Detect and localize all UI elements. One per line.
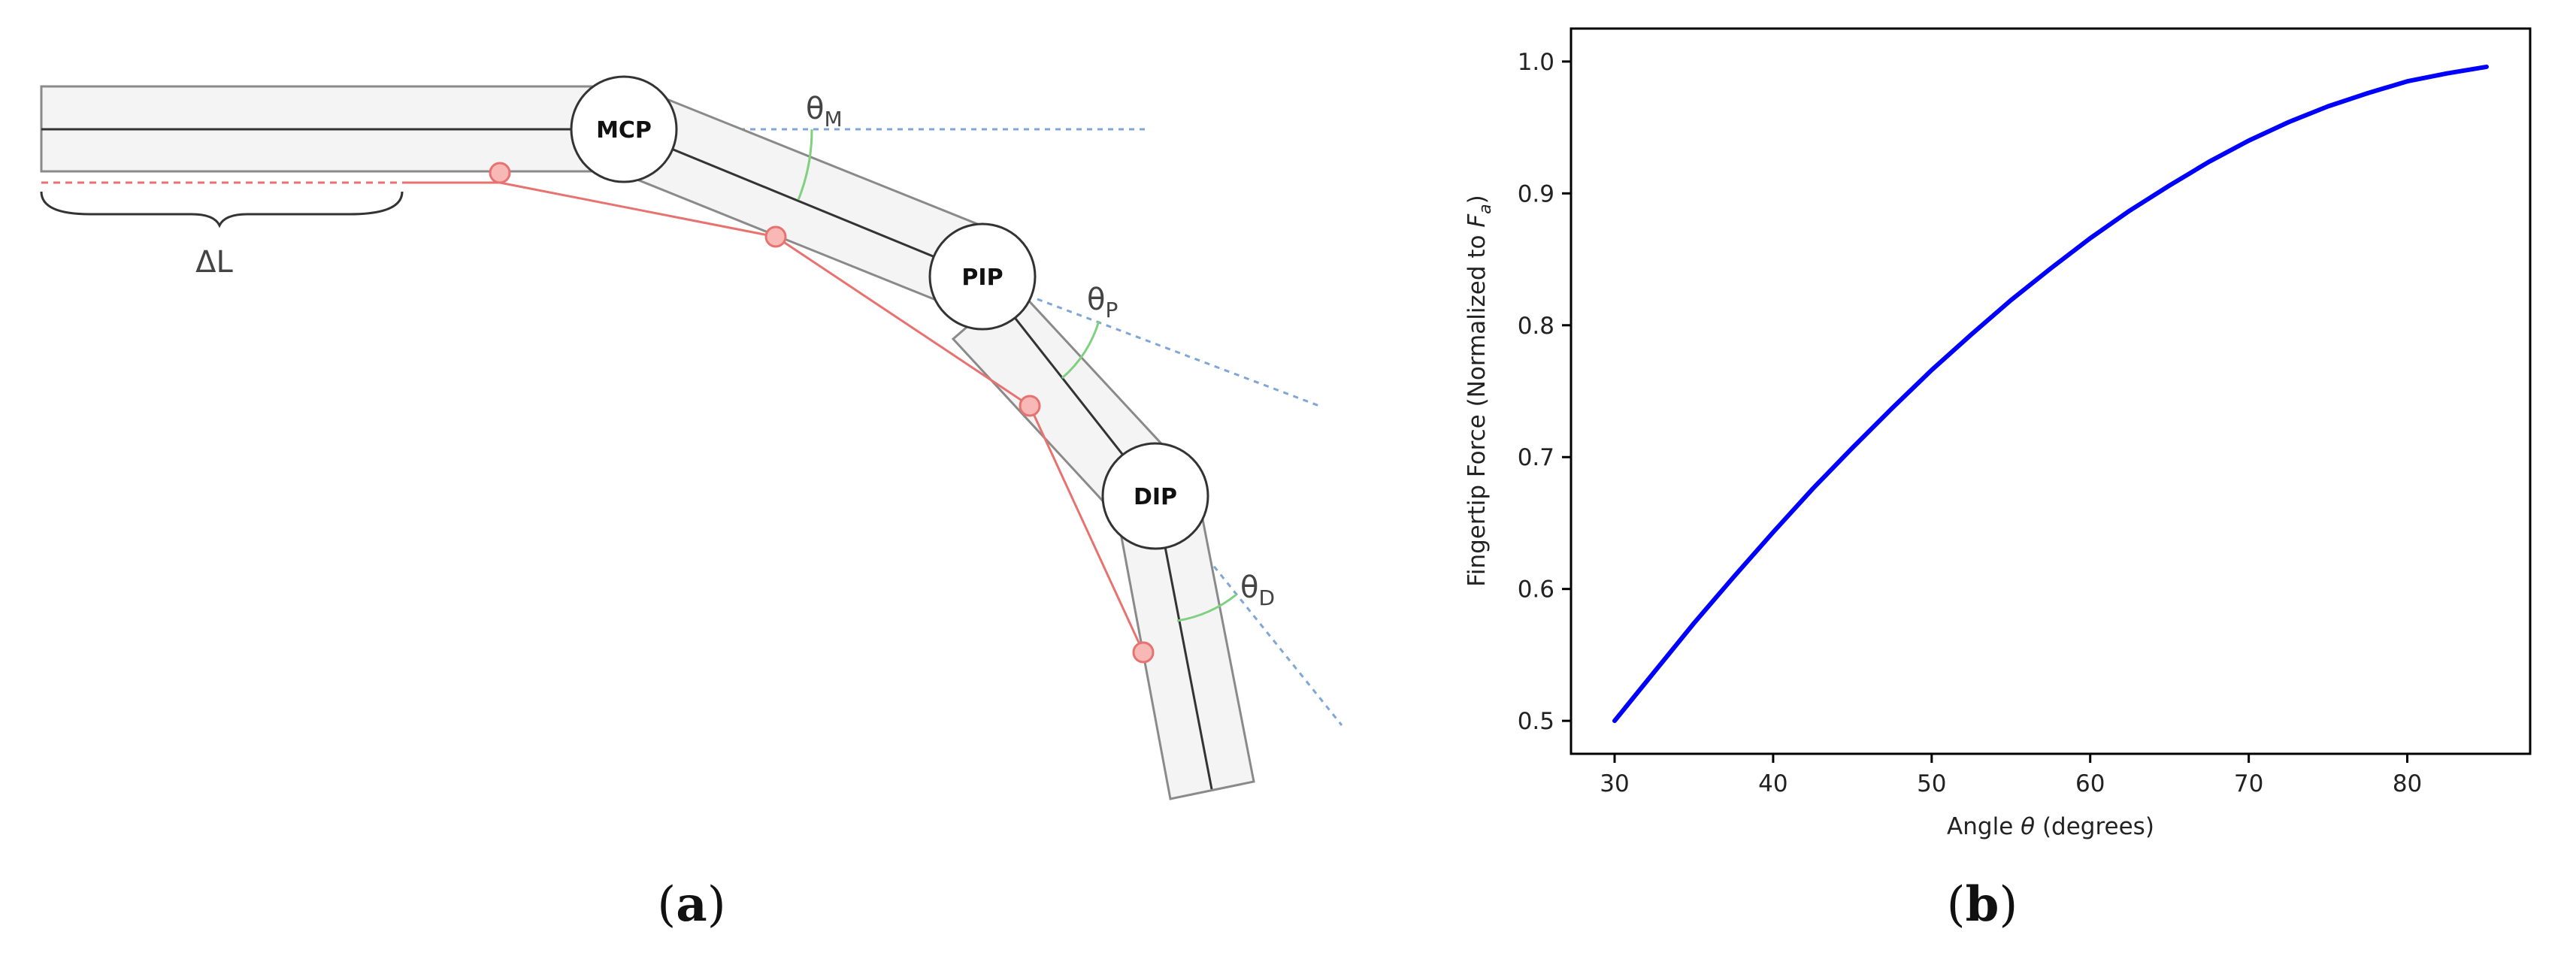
displacement-label: ΔL <box>195 245 233 280</box>
pulley-2 <box>764 225 787 248</box>
y-axis-ticks: 0.5 0.6 0.7 0.8 0.9 1.0 <box>1518 49 1571 735</box>
pip-angle-arc <box>1061 320 1100 380</box>
pulley-4 <box>1132 641 1155 664</box>
pip-reference-line <box>1037 298 1320 407</box>
pip-joint-label: PIP <box>961 265 1003 291</box>
x-axis-ticks: 30 40 50 60 70 80 <box>1600 754 2422 797</box>
dip-angle-label: θD <box>1240 570 1275 610</box>
mcp-angle-arc <box>797 129 813 201</box>
panel-b-label: (b) <box>1947 876 2018 933</box>
y-tick-label: 0.5 <box>1518 708 1554 735</box>
y-tick-label: 0.9 <box>1518 180 1554 207</box>
pip-angle-label: θP <box>1087 283 1118 322</box>
pulley-1 <box>489 162 511 184</box>
panel-a-label: (a) <box>657 876 725 933</box>
plot-frame <box>1570 27 2532 755</box>
y-tick-label: 1.0 <box>1518 49 1554 76</box>
x-tick-label: 60 <box>2075 770 2105 797</box>
dip-joint-label: DIP <box>1134 484 1177 510</box>
y-tick-label: 0.6 <box>1518 576 1554 603</box>
x-tick-label: 80 <box>2393 770 2422 797</box>
displacement-brace <box>40 191 404 228</box>
y-tick-label: 0.8 <box>1518 313 1554 340</box>
mcp-joint-label: MCP <box>596 117 652 144</box>
panel-a-diagram: MCP PIP DIP θM θP θD ΔL <box>40 75 1343 800</box>
dip-joint: DIP <box>1101 442 1209 550</box>
mcp-joint: MCP <box>570 75 678 183</box>
y-tick-label: 0.7 <box>1518 444 1554 471</box>
x-axis-title: Angle θ (degrees) <box>1947 813 2154 840</box>
y-axis-title: Fingertip Force (Normalized to Fa) <box>1464 195 1495 587</box>
pulley-3 <box>1019 395 1041 417</box>
x-tick-label: 70 <box>2234 770 2263 797</box>
mcp-angle-label: θM <box>806 92 843 132</box>
dip-reference-line <box>1186 533 1343 726</box>
middle-phalanx-axis <box>623 128 983 278</box>
x-tick-label: 50 <box>1917 770 1946 797</box>
dip-angle-arc <box>1176 593 1237 622</box>
pip-joint: PIP <box>928 222 1037 331</box>
fingertip-force-line <box>1612 64 2489 724</box>
panel-b-chart: 30 40 50 60 70 80 0.5 0.6 0.7 0.8 0.9 1.0 Angle θ … <box>1464 27 2532 840</box>
x-tick-label: 40 <box>1758 770 1787 797</box>
x-tick-label: 30 <box>1600 770 1629 797</box>
